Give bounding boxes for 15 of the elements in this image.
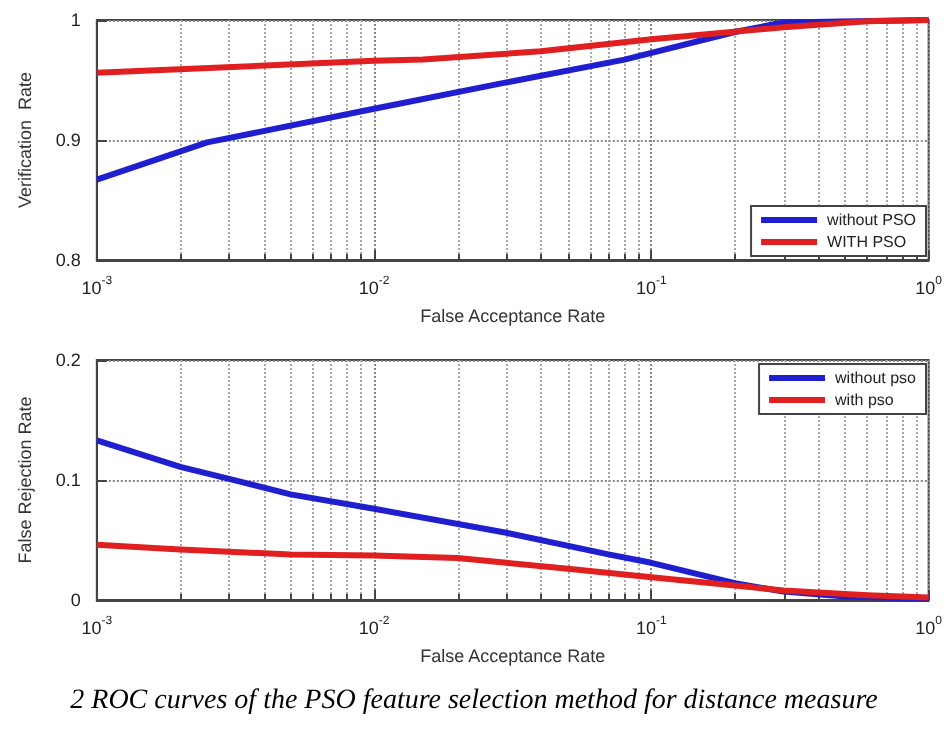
y-tick-label: 1 [70, 10, 81, 30]
x-axis-title: False Acceptance Rate [420, 305, 606, 326]
legend-label: without PSO [825, 211, 917, 229]
y-axis-title: Verification Rate [15, 71, 35, 209]
y-tick-label: 0.8 [55, 250, 81, 270]
y-axis-title: False Rejection Rate [15, 396, 35, 564]
y-tick-label: 0.1 [55, 470, 81, 490]
legend-label: WITH PSO [827, 233, 907, 251]
y-tick-label: 0.9 [55, 130, 81, 150]
x-axis-title: False Acceptance Rate [420, 645, 606, 666]
legend-label: with pso [833, 391, 895, 409]
text: 2 ROC curves of the PSO feature selection method for distance measure [68, 686, 880, 718]
y-tick-label: 0.2 [55, 350, 81, 370]
legend-label: without pso [833, 369, 918, 387]
y-tick-label: 0 [70, 590, 81, 610]
